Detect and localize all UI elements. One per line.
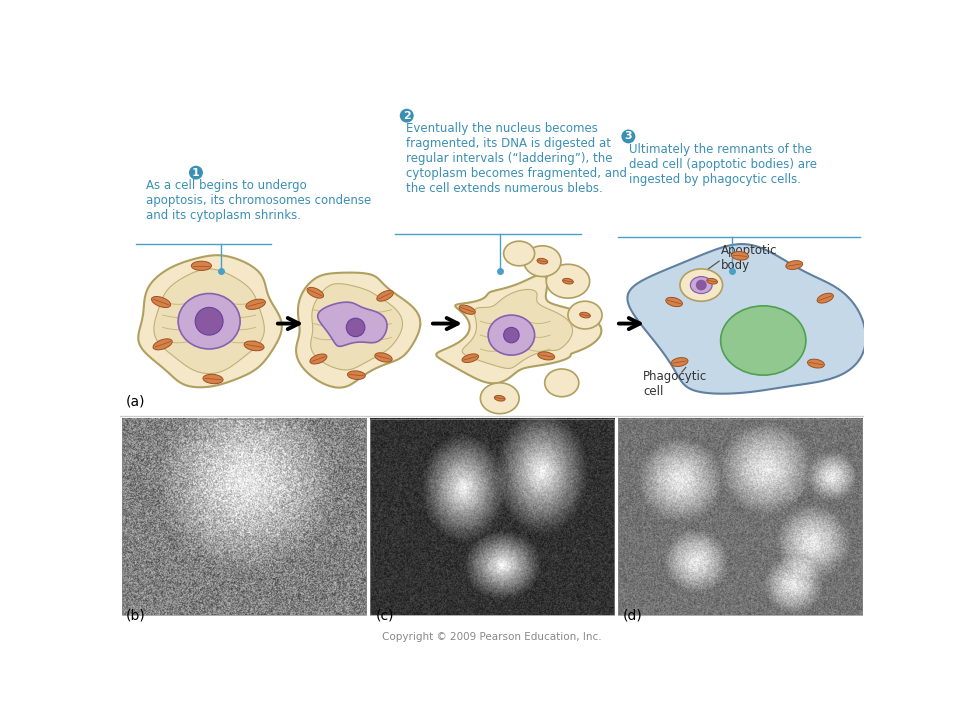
Ellipse shape bbox=[191, 261, 211, 271]
Polygon shape bbox=[154, 269, 264, 374]
Ellipse shape bbox=[568, 301, 602, 329]
Text: (c): (c) bbox=[375, 608, 395, 622]
Text: As a cell begins to undergo
apoptosis, its chromosomes condense
and its cytoplas: As a cell begins to undergo apoptosis, i… bbox=[146, 179, 372, 222]
Circle shape bbox=[195, 307, 223, 335]
Text: Eventually the nucleus becomes
fragmented, its DNA is digested at
regular interv: Eventually the nucleus becomes fragmente… bbox=[406, 122, 627, 195]
Ellipse shape bbox=[179, 294, 240, 349]
Ellipse shape bbox=[244, 341, 264, 351]
Ellipse shape bbox=[488, 315, 535, 355]
Circle shape bbox=[189, 166, 203, 179]
Ellipse shape bbox=[721, 306, 805, 375]
Ellipse shape bbox=[538, 352, 555, 360]
Polygon shape bbox=[138, 255, 282, 387]
Ellipse shape bbox=[732, 251, 749, 260]
Polygon shape bbox=[311, 284, 402, 370]
Ellipse shape bbox=[807, 359, 825, 368]
Ellipse shape bbox=[504, 241, 535, 266]
Polygon shape bbox=[628, 244, 866, 394]
Text: Copyright © 2009 Pearson Education, Inc.: Copyright © 2009 Pearson Education, Inc. bbox=[382, 631, 602, 642]
Ellipse shape bbox=[307, 287, 324, 298]
Bar bbox=[370, 419, 613, 616]
Polygon shape bbox=[436, 274, 601, 383]
Ellipse shape bbox=[680, 269, 723, 301]
Ellipse shape bbox=[459, 305, 475, 315]
Polygon shape bbox=[318, 302, 387, 346]
Circle shape bbox=[504, 328, 519, 343]
Ellipse shape bbox=[817, 293, 833, 303]
Text: (d): (d) bbox=[623, 608, 643, 622]
Ellipse shape bbox=[666, 297, 683, 307]
Ellipse shape bbox=[537, 258, 548, 264]
Ellipse shape bbox=[690, 276, 712, 294]
Bar bbox=[122, 419, 366, 616]
Polygon shape bbox=[462, 289, 572, 369]
Circle shape bbox=[696, 279, 707, 290]
Text: 2: 2 bbox=[403, 111, 411, 121]
Ellipse shape bbox=[580, 312, 590, 318]
Bar bbox=[617, 419, 862, 616]
Circle shape bbox=[621, 130, 636, 143]
Ellipse shape bbox=[376, 290, 394, 301]
Circle shape bbox=[399, 109, 414, 122]
Ellipse shape bbox=[310, 354, 327, 364]
Ellipse shape bbox=[374, 353, 393, 362]
Ellipse shape bbox=[246, 299, 265, 310]
Text: Phagocytic
cell: Phagocytic cell bbox=[643, 370, 708, 397]
Text: (a): (a) bbox=[126, 395, 146, 409]
Ellipse shape bbox=[348, 371, 365, 379]
Ellipse shape bbox=[544, 369, 579, 397]
Ellipse shape bbox=[786, 261, 803, 269]
Text: 3: 3 bbox=[625, 132, 633, 141]
Ellipse shape bbox=[707, 279, 717, 284]
Ellipse shape bbox=[671, 358, 688, 366]
Text: Ultimately the remnants of the
dead cell (apoptotic bodies) are
ingested by phag: Ultimately the remnants of the dead cell… bbox=[629, 143, 817, 186]
Ellipse shape bbox=[524, 246, 561, 276]
Ellipse shape bbox=[480, 383, 519, 414]
Text: 1: 1 bbox=[192, 168, 200, 178]
Ellipse shape bbox=[153, 339, 172, 350]
Ellipse shape bbox=[563, 279, 573, 284]
Ellipse shape bbox=[152, 297, 171, 307]
Ellipse shape bbox=[494, 395, 505, 401]
Text: Apoptotic
body: Apoptotic body bbox=[721, 244, 778, 272]
Ellipse shape bbox=[546, 264, 589, 298]
Ellipse shape bbox=[462, 354, 479, 363]
Ellipse shape bbox=[203, 374, 223, 384]
Circle shape bbox=[347, 318, 365, 337]
Polygon shape bbox=[296, 273, 420, 387]
Text: (b): (b) bbox=[126, 608, 146, 622]
